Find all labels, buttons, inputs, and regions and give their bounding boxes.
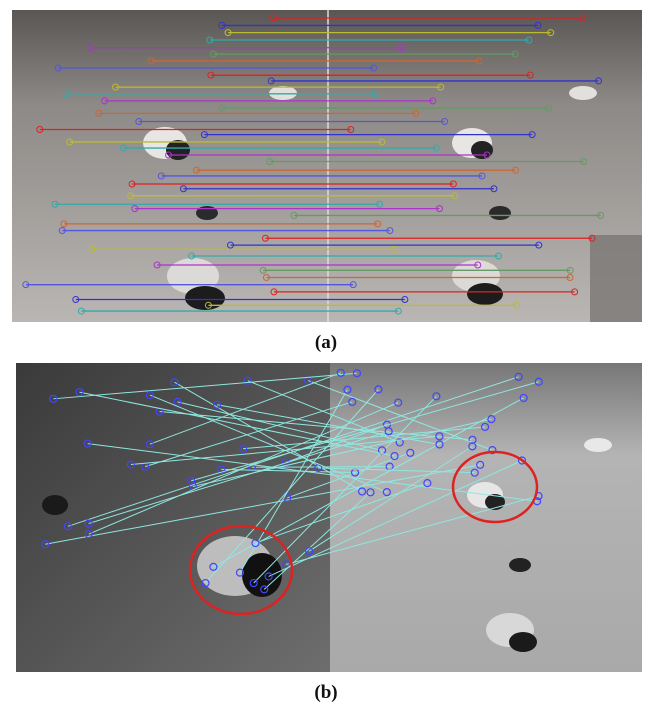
figure: (a) (b)	[0, 0, 645, 709]
image-left	[16, 363, 332, 672]
image-background	[12, 10, 642, 322]
panel-label: (a)	[315, 332, 337, 353]
panel-a-image	[12, 10, 642, 322]
image-right	[330, 363, 642, 672]
panel-label: (b)	[314, 682, 337, 703]
panel-b-image	[16, 363, 642, 672]
